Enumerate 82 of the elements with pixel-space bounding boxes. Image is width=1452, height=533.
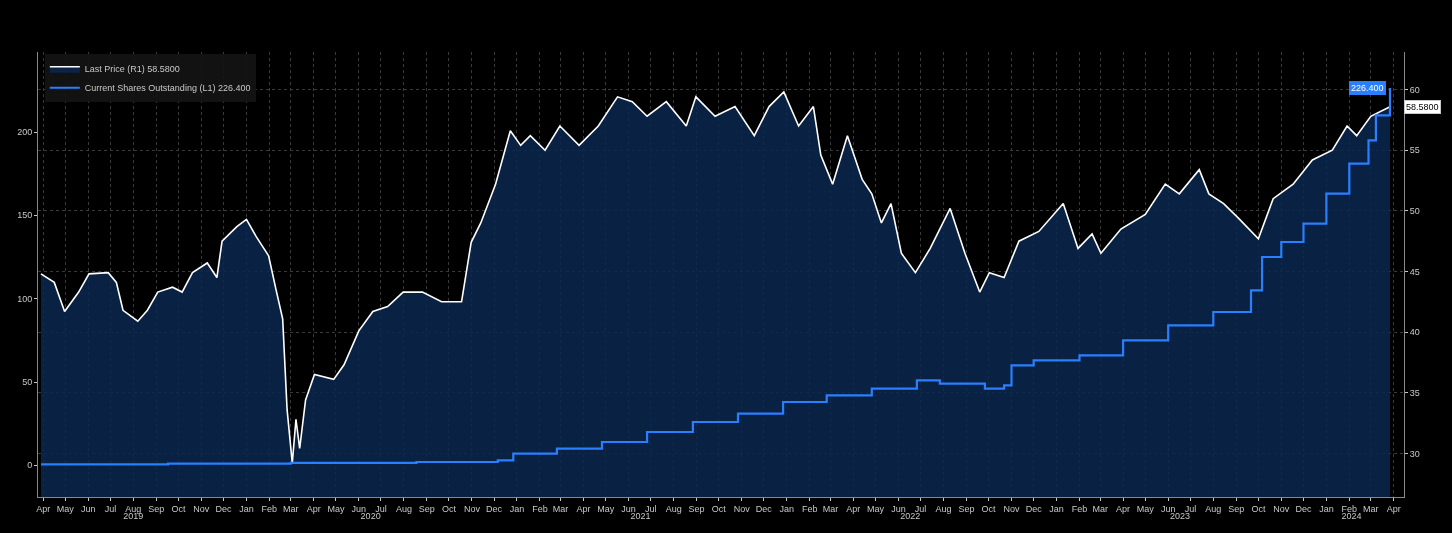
x-tick-label: Apr bbox=[576, 503, 591, 514]
x-tick-label: Jul bbox=[1184, 503, 1197, 514]
x-tick-label: Aug bbox=[935, 503, 952, 514]
data-label: 226.400 bbox=[1351, 83, 1384, 93]
y2-tick-label: 45 bbox=[1409, 266, 1420, 277]
x-tick-label: Jun bbox=[351, 503, 367, 514]
x-tick-label: Sep bbox=[958, 503, 975, 514]
x-tick-label: Jan bbox=[1049, 503, 1064, 514]
x-tick-label: Mar bbox=[283, 503, 299, 514]
x-tick-label: Dec bbox=[1025, 503, 1043, 514]
x-tick-label: Jun bbox=[891, 503, 906, 514]
legend-label: Current Shares Outstanding (L1) 226.400 bbox=[84, 83, 251, 94]
x-tick-label: Oct bbox=[981, 503, 997, 514]
x-tick-label: Nov bbox=[463, 503, 481, 514]
x-tick-label: Dec bbox=[486, 503, 503, 514]
x-tick-label: Sep bbox=[688, 503, 705, 514]
y2-tick-label: 60 bbox=[1409, 84, 1420, 95]
x-tick-label: Jan bbox=[239, 503, 254, 514]
x-tick-label: Mar bbox=[552, 503, 569, 514]
x-tick-label: Jul bbox=[375, 503, 387, 514]
x-tick-label: Aug bbox=[665, 503, 682, 514]
x-tick-label: Oct bbox=[1251, 503, 1266, 514]
x-tick-label: Mar bbox=[1362, 503, 1379, 514]
x-tick-label: Dec bbox=[755, 503, 773, 514]
x-tick-label: Nov bbox=[1273, 503, 1290, 514]
x-tick-label: Sep bbox=[148, 503, 165, 514]
y-tick-label: 0 bbox=[27, 460, 33, 471]
x-tick-label: Mar bbox=[822, 503, 839, 514]
x-tick-label: Jul bbox=[914, 503, 927, 514]
x-tick-label: Apr bbox=[1116, 503, 1131, 514]
x-tick-label: May bbox=[866, 503, 885, 514]
x-tick-label: Feb bbox=[1071, 503, 1088, 514]
x-tick-label: Oct bbox=[711, 503, 727, 514]
x-tick-label: Jan bbox=[779, 503, 795, 514]
x-tick-label: Sep bbox=[1228, 503, 1245, 514]
x2-tick-label: 2023 bbox=[1170, 511, 1191, 521]
x-tick-label: Dec bbox=[1295, 503, 1312, 514]
x-tick-label: May bbox=[327, 503, 345, 514]
x-tick-label: Dec bbox=[215, 503, 233, 514]
x-tick-label: May bbox=[56, 503, 75, 514]
x-tick-label: Jan bbox=[509, 503, 525, 514]
x-tick-label: Sep bbox=[418, 503, 435, 514]
x-tick-label: Feb bbox=[532, 503, 548, 514]
y-tick-label: 200 bbox=[17, 127, 33, 138]
x2-tick-label: 2020 bbox=[360, 511, 381, 521]
x-tick-label: Jul bbox=[104, 503, 117, 514]
x-tick-label: Mar bbox=[1092, 503, 1108, 514]
x-tick-label: Oct bbox=[171, 503, 186, 514]
y2-tick-label: 30 bbox=[1409, 448, 1420, 459]
x-tick-label: Aug bbox=[1205, 503, 1222, 514]
y2-tick-label: 35 bbox=[1409, 387, 1420, 398]
x-tick-label: Aug bbox=[395, 503, 412, 514]
y2-tick-label: 55 bbox=[1409, 145, 1420, 156]
y-tick-label: 100 bbox=[17, 293, 33, 304]
x-tick-label: Apr bbox=[1386, 503, 1401, 514]
y2-tick-label: 40 bbox=[1409, 327, 1420, 338]
y-tick-label: 50 bbox=[22, 377, 33, 388]
x-tick-label: Aug bbox=[125, 503, 142, 514]
x-tick-label: Nov bbox=[733, 503, 751, 514]
data-label: 58.5800 bbox=[1406, 102, 1439, 112]
x-tick-label: Apr bbox=[846, 503, 861, 514]
x-tick-label: Jul bbox=[645, 503, 657, 514]
x-tick-label: Jun bbox=[621, 503, 636, 514]
x-tick-label: Oct bbox=[441, 503, 457, 514]
legend-label: Last Price (R1) 58.5800 bbox=[84, 64, 180, 75]
x2-tick-label: 2024 bbox=[1341, 511, 1362, 521]
x-tick-label: Nov bbox=[1003, 503, 1020, 514]
x-tick-label: Apr bbox=[36, 503, 51, 514]
x-tick-label: May bbox=[597, 503, 615, 514]
x-tick-label: Nov bbox=[193, 503, 210, 514]
x-tick-label: Jun bbox=[1160, 503, 1176, 514]
x2-tick-label: 2021 bbox=[630, 511, 651, 521]
y-tick-label: 150 bbox=[17, 210, 33, 221]
x-tick-label: Feb bbox=[801, 503, 818, 514]
x2-tick-label: 2022 bbox=[900, 511, 921, 521]
x-tick-label: Apr bbox=[306, 503, 321, 514]
x-tick-label: May bbox=[1136, 503, 1155, 514]
x-tick-label: Feb bbox=[1341, 503, 1358, 514]
y2-tick-label: 50 bbox=[1409, 205, 1420, 216]
x-tick-label: Jan bbox=[1319, 503, 1334, 514]
x-tick-label: Feb bbox=[261, 503, 278, 514]
x-tick-label: Jun bbox=[81, 503, 96, 514]
